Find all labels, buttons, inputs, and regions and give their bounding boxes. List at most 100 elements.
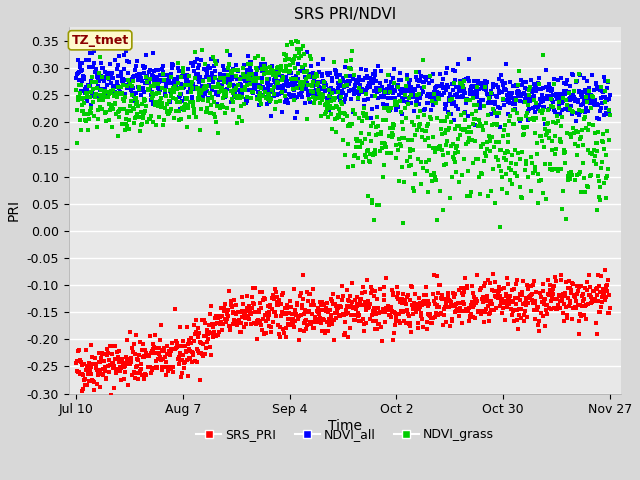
Point: [523, 107, 533, 115]
Point: [220, 77, 230, 85]
Point: [237, 117, 248, 125]
Point: [220, 67, 230, 74]
Point: [589, 152, 600, 160]
Point: [566, 92, 576, 99]
Point: [292, 315, 303, 323]
Point: [406, 83, 416, 90]
Point: [517, 148, 527, 156]
Point: [397, 94, 408, 102]
Point: [354, 317, 364, 325]
Point: [282, 77, 292, 84]
Point: [143, 116, 154, 123]
Point: [155, 86, 165, 94]
Point: [383, 71, 394, 79]
Point: [493, 156, 503, 164]
Point: [398, 219, 408, 227]
Point: [244, 78, 254, 86]
Point: [102, 81, 112, 89]
Point: [557, 99, 568, 107]
Point: [480, 279, 490, 287]
Point: [537, 298, 547, 306]
Point: [152, 80, 163, 88]
Point: [486, 306, 496, 314]
Point: [167, 60, 177, 68]
Point: [108, 105, 118, 113]
Point: [428, 314, 438, 322]
Point: [567, 110, 577, 118]
Point: [531, 83, 541, 91]
Point: [410, 302, 420, 310]
Point: [182, 340, 193, 348]
Point: [429, 173, 440, 180]
Point: [189, 67, 199, 74]
Point: [194, 87, 204, 95]
Point: [362, 147, 372, 155]
Point: [577, 126, 588, 134]
Point: [89, 386, 99, 394]
Point: [578, 290, 588, 298]
Point: [212, 319, 222, 327]
Point: [534, 327, 544, 335]
Point: [125, 78, 135, 85]
Point: [413, 319, 423, 327]
Point: [422, 318, 432, 326]
Point: [424, 91, 434, 98]
Point: [231, 61, 241, 69]
Point: [284, 55, 294, 62]
Point: [169, 88, 179, 96]
Point: [561, 101, 572, 108]
Point: [387, 308, 397, 315]
Point: [593, 271, 603, 278]
Point: [395, 69, 405, 76]
Point: [145, 85, 156, 93]
Point: [397, 163, 408, 170]
Point: [447, 153, 458, 161]
Point: [193, 324, 203, 332]
Point: [556, 272, 566, 279]
Point: [236, 93, 246, 101]
Point: [383, 89, 393, 97]
Point: [157, 363, 167, 371]
Point: [368, 70, 378, 78]
Point: [508, 120, 518, 128]
Point: [507, 312, 517, 319]
Point: [488, 106, 498, 113]
Point: [360, 66, 371, 74]
Point: [458, 82, 468, 90]
Point: [353, 293, 363, 301]
Point: [496, 71, 506, 78]
Point: [527, 296, 537, 304]
Point: [251, 80, 261, 87]
Point: [126, 97, 136, 105]
Point: [417, 84, 428, 92]
Point: [124, 125, 134, 133]
Point: [572, 171, 582, 179]
Point: [591, 147, 602, 155]
Point: [421, 291, 431, 299]
Point: [172, 98, 182, 106]
Point: [295, 67, 305, 75]
Point: [93, 368, 103, 375]
Point: [100, 87, 110, 95]
Point: [522, 313, 532, 321]
Point: [480, 308, 490, 315]
Point: [347, 120, 357, 127]
Point: [269, 309, 280, 316]
Point: [82, 90, 92, 97]
Point: [82, 97, 92, 105]
Point: [330, 87, 340, 95]
Point: [319, 78, 330, 85]
Point: [410, 290, 420, 298]
Point: [159, 76, 169, 84]
Point: [481, 296, 492, 304]
Point: [511, 82, 521, 89]
Point: [145, 115, 156, 123]
Point: [149, 343, 159, 350]
Point: [285, 303, 296, 311]
Point: [212, 81, 223, 88]
Point: [196, 105, 206, 112]
Point: [286, 315, 296, 323]
Point: [378, 305, 388, 313]
Point: [80, 381, 90, 389]
Point: [440, 303, 450, 311]
